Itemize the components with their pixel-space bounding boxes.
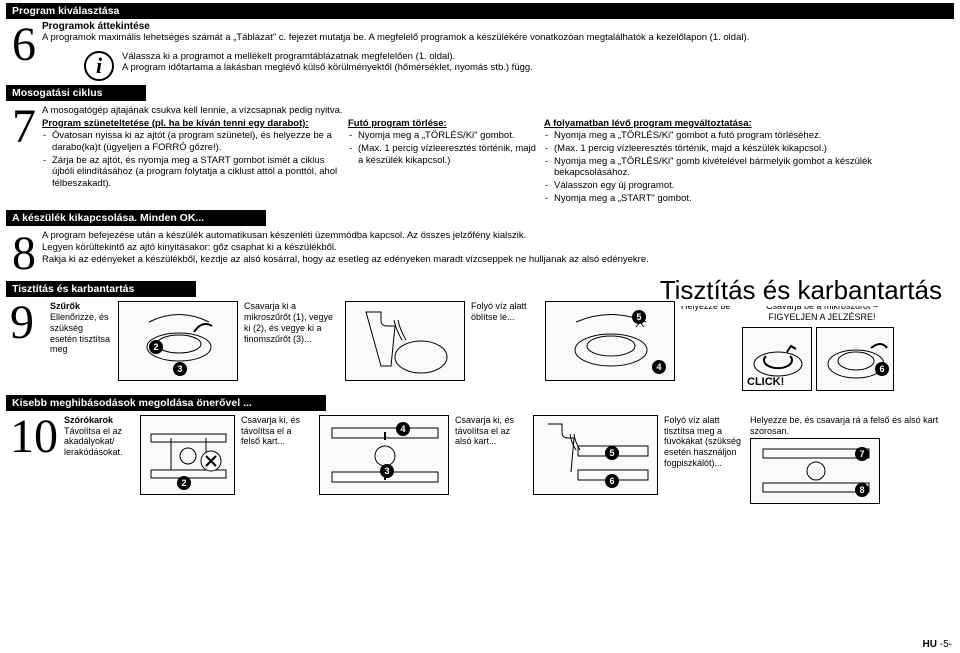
step7-col3-li1: Nyomja meg a „TÖRLÉS/Ki" gombot a futó p… xyxy=(544,130,950,142)
badge: 2 xyxy=(177,476,191,490)
step10-left-body: Távolítsa el az akadályokat/ lerakódások… xyxy=(64,426,123,458)
step7-col2: Futó program törlése: Nyomja meg a „TÖRL… xyxy=(348,118,538,206)
step7-number: 7 xyxy=(12,105,36,148)
step10-cap4: Folyó víz alatt tisztítsa meg a fúvókáka… xyxy=(664,415,744,469)
step7-col1-li1: Óvatosan nyissa ki az ajtót (a program s… xyxy=(42,130,342,154)
step10-bar: Kisebb meghibásodások megoldása önerővel… xyxy=(6,395,326,411)
step6-block: 6 Programok áttekintése A programok maxi… xyxy=(6,19,954,85)
badge: 6 xyxy=(605,474,619,488)
step9-left-body: Ellenőrizze, és szükség esetén tisztítsa… xyxy=(50,312,110,354)
step6-bar-title: Program kiválasztása xyxy=(12,5,119,17)
step8-bar-title: A készülék kikapcsolása. Minden OK... xyxy=(12,212,204,224)
step8-block: 8 A program befejezése után a készülék a… xyxy=(6,226,954,281)
step6-info2: A program időtartama a lakásban meglévő … xyxy=(122,62,950,73)
badge: 5 xyxy=(605,446,619,460)
maintenance-big-title: Tisztítás és karbantartás xyxy=(656,275,946,306)
step7-col3-li2: (Max. 1 percig vízleeresztés történik, m… xyxy=(544,143,950,155)
step10-cap3: Csavarja ki, és távolítsa el az alsó kar… xyxy=(455,415,527,447)
badge: 4 xyxy=(396,422,410,436)
step9-number: 9 xyxy=(10,301,44,344)
step7-bar-title: Mosogatási ciklus xyxy=(12,87,102,99)
step10-fig3: 5 6 xyxy=(533,415,658,495)
badge: 6 xyxy=(875,362,889,376)
step6-body: A programok maximális lehetséges számát … xyxy=(10,32,950,44)
step7-col1-li2: Zárja be az ajtót, és nyomja meg a START… xyxy=(42,155,342,191)
step8-l1: A program befejezése után a készülék aut… xyxy=(10,230,950,242)
step8-number: 8 xyxy=(12,232,36,275)
step10-fig4: 7 8 xyxy=(750,438,880,504)
step10-number: 10 xyxy=(10,415,58,458)
step9-fig1: 2 3 xyxy=(118,301,238,381)
step6-info: Válassza ki a programot a mellékelt prog… xyxy=(122,47,950,81)
step10-bar-title: Kisebb meghibásodások megoldása önerővel… xyxy=(12,397,252,409)
step10-row: 10 Szórókarok Távolítsa el az akadályoka… xyxy=(6,411,954,509)
step10-fig2: 4 3 xyxy=(319,415,449,495)
step7-col3-title: A folyamatban lévő program megváltoztatá… xyxy=(544,118,752,129)
step7-col2-li1: Nyomja meg a „TÖRLÉS/Ki" gombot. xyxy=(348,130,538,142)
step6-subtitle: Programok áttekintése xyxy=(10,21,950,32)
step10-left-title: Szórókarok xyxy=(64,415,113,425)
step7-col3-li4: Válasszon egy új programot. xyxy=(544,180,950,192)
step7-intro: A mosogatógép ajtajának csukva kell lenn… xyxy=(10,103,950,116)
step9-fig2 xyxy=(345,301,465,381)
step10-fig1: 2 xyxy=(140,415,235,495)
footer-page: -5- xyxy=(940,639,952,650)
step10-cap5: Helyezze be, és csavarja rá a felső és a… xyxy=(750,415,950,437)
step7-bar: Mosogatási ciklus xyxy=(6,85,146,101)
step9-fig4a: CLICK! xyxy=(742,327,812,391)
footer-code: HU xyxy=(923,639,937,650)
step9-fig3: 5 4 xyxy=(545,301,675,381)
step8-bar: A készülék kikapcsolása. Minden OK... xyxy=(6,210,266,226)
step9-cap3: Folyó víz alatt öblítse le... xyxy=(471,301,539,323)
page-footer: HU -5- xyxy=(923,639,952,650)
step7-col3-li5: Nyomja meg a „START" gombot. xyxy=(544,193,950,205)
step9-row: 9 Szűrők Ellenőrizze, és szükség esetén … xyxy=(6,297,954,395)
step9-cap2: Csavarja ki a mikroszűrőt (1), vegye ki … xyxy=(244,301,339,344)
step7-col3: A folyamatban lévő program megváltoztatá… xyxy=(544,118,950,206)
step9-fig4b: 6 xyxy=(816,327,894,391)
step7-col1: Program szüneteltetése (pl. ha be kíván … xyxy=(42,118,342,206)
step6-bar: Program kiválasztása xyxy=(6,3,954,19)
step7-col2-title: Futó program törlése: xyxy=(348,118,447,129)
step9-left-title: Szűrők xyxy=(50,301,80,311)
step7-block: 7 A mosogatógép ajtajának csukva kell le… xyxy=(6,101,954,210)
step7-col1-title: Program szüneteltetése (pl. ha be kíván … xyxy=(42,118,309,129)
step9-bar-title: Tisztítás és karbantartás xyxy=(12,283,134,295)
step8-l3: Rakja ki az edényeket a készülékből, kez… xyxy=(10,254,950,266)
step7-col3-li3: Nyomja meg a „TÖRLÉS/Ki" gomb kivételéve… xyxy=(544,156,950,180)
step8-l2: Legyen körültekintő az ajtó kinyitásakor… xyxy=(10,242,950,254)
step6-number: 6 xyxy=(12,23,36,66)
info-icon: i xyxy=(84,51,114,81)
step6-info1: Válassza ki a programot a mellékelt prog… xyxy=(122,51,950,62)
click-label: CLICK! xyxy=(747,376,784,388)
badge: 3 xyxy=(380,464,394,478)
step10-cap2: Csavarja ki, és távolítsa el a felső kar… xyxy=(241,415,313,447)
step9-header: Tisztítás és karbantartás Tisztítás és k… xyxy=(6,281,954,297)
step7-col2-li2: (Max. 1 percig vízleeresztés történik, m… xyxy=(348,143,538,167)
